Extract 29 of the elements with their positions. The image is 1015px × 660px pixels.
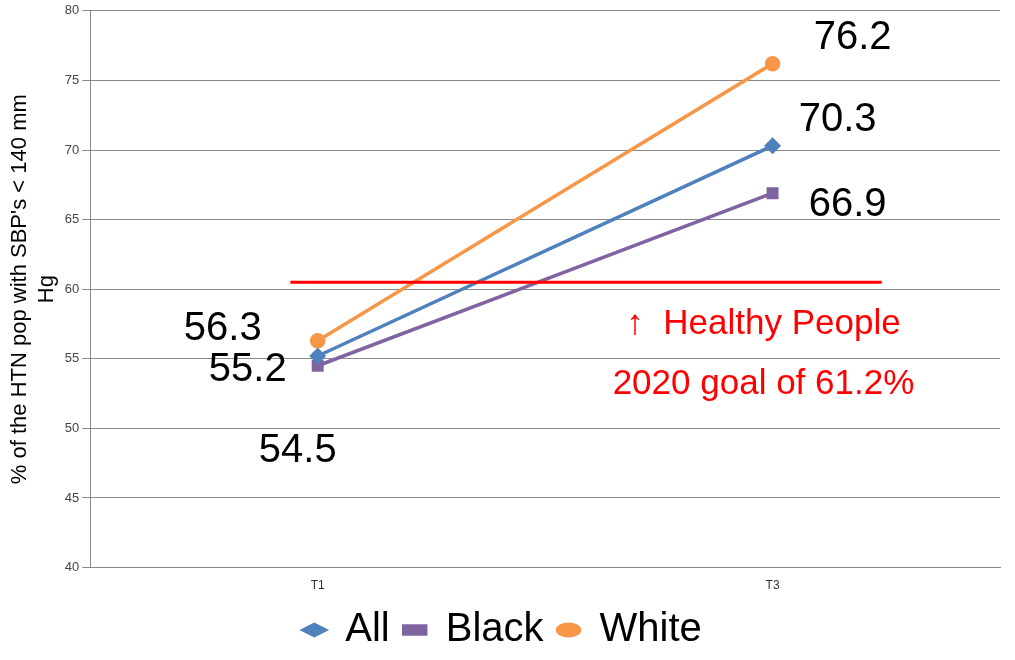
point [309, 332, 326, 349]
y-tick-label: 50 [64, 419, 80, 435]
legend-label: White [599, 605, 702, 650]
legend-label: All [345, 605, 390, 650]
data-label: 54.5 [258, 425, 337, 470]
annotation: 2020 goal of 61.2% [612, 361, 915, 401]
point [309, 348, 326, 364]
data-label: 66.9 [808, 180, 887, 225]
data-label: 55.2 [208, 345, 287, 390]
y-tick-label: 40 [64, 559, 80, 575]
point [311, 359, 324, 372]
y-tick-label: 80 [64, 2, 80, 18]
y-tick-label: 65 [64, 211, 80, 227]
annotation: ↑ Healthy People [626, 301, 901, 341]
y-tick-label: 55 [64, 350, 80, 366]
y-tick-label: 45 [64, 489, 80, 505]
point [764, 138, 781, 154]
y-tick-label: 70 [64, 141, 80, 157]
x-tick-label: T3 [765, 578, 780, 593]
y-tick-label: 75 [64, 71, 80, 87]
y-axis-title: % of the HTN pop with SBP's < 140 mm Hg [6, 94, 58, 485]
data-label: 76.2 [813, 12, 892, 57]
data-label: 56.3 [183, 303, 262, 348]
data-label: 70.3 [798, 94, 877, 139]
x-tick-label: T1 [310, 578, 326, 593]
point [764, 55, 781, 72]
point [766, 187, 779, 200]
legend-label: Black [445, 605, 545, 650]
y-tick-label: 60 [64, 280, 80, 296]
